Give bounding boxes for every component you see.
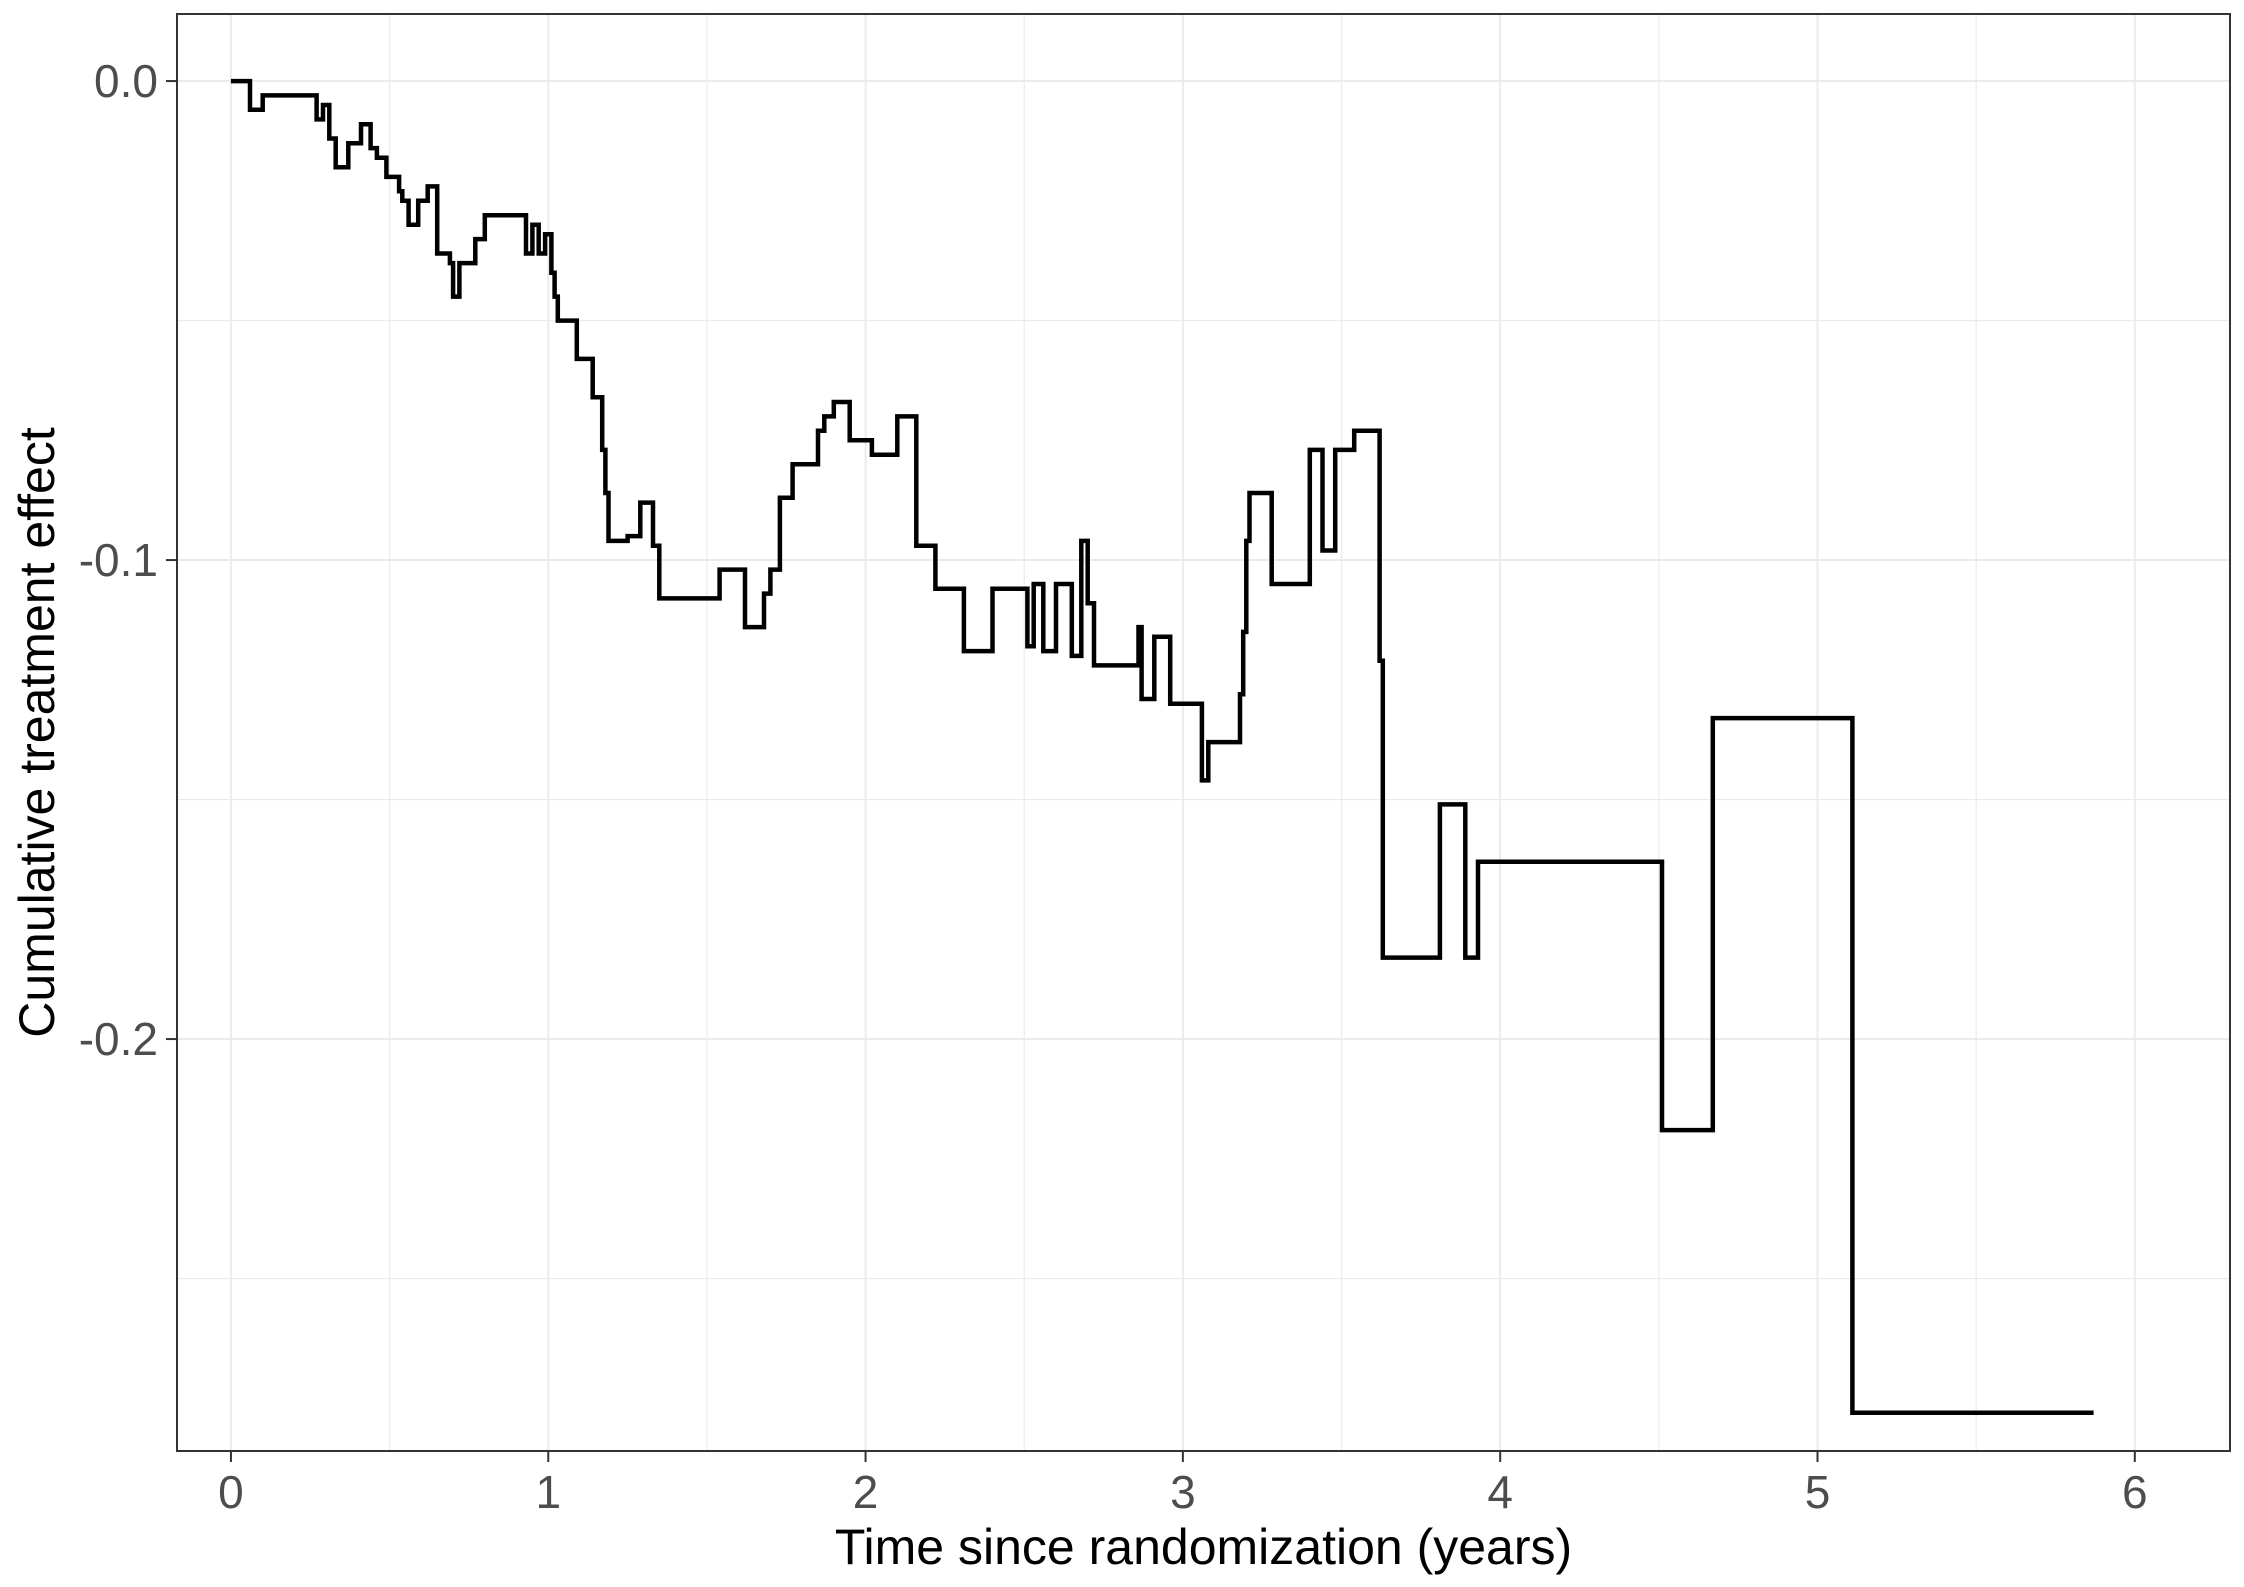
x-axis-title: Time since randomization (years) [835, 1519, 1572, 1575]
x-tick-label: 1 [535, 1466, 561, 1518]
panel-border [176, 13, 2231, 1452]
x-axis-ticks: 0 1 2 3 4 5 6 [218, 1451, 2148, 1518]
y-axis-title: Cumulative treatment effect [9, 427, 65, 1038]
minor-gridlines [177, 14, 2230, 1451]
x-tick-label: 0 [218, 1466, 244, 1518]
x-tick-label: 2 [853, 1466, 879, 1518]
x-tick-label: 4 [1487, 1466, 1513, 1518]
x-tick-label: 3 [1170, 1466, 1196, 1518]
y-tick-label: -0.1 [79, 534, 158, 586]
y-axis-ticks: 0.0 -0.1 -0.2 [79, 55, 177, 1065]
y-tick-label: -0.2 [79, 1013, 158, 1065]
major-gridlines [177, 14, 2230, 1451]
y-tick-label: 0.0 [94, 55, 158, 107]
cumulative-effect-step-line [230, 78, 2094, 1415]
x-tick-label: 5 [1805, 1466, 1831, 1518]
x-tick-label: 6 [2122, 1466, 2148, 1518]
